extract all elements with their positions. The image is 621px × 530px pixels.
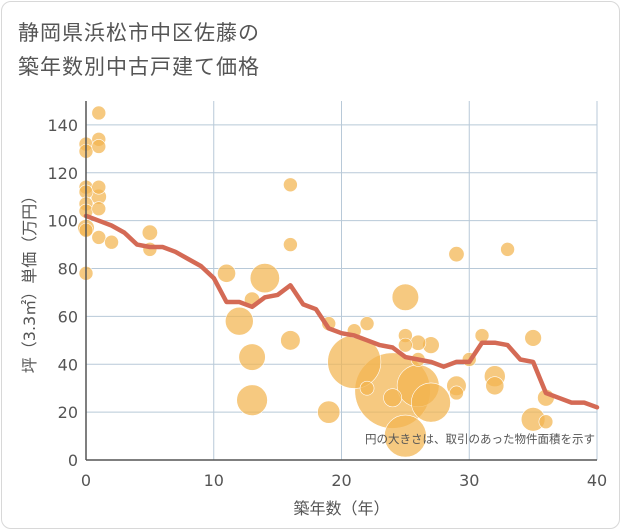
bubble-point (474, 328, 490, 343)
bubble-point (236, 384, 268, 416)
bubble-point (485, 376, 505, 396)
y-tick-label: 120 (47, 164, 78, 183)
y-tick-label: 60 (58, 307, 78, 326)
bubble-point (238, 343, 266, 371)
y-axis-label: 坪（3.3㎡）単価（万円） (20, 188, 39, 373)
bubble-point (91, 139, 107, 154)
bubble-point (91, 105, 107, 121)
bubble-point (91, 230, 107, 245)
bubble-point (283, 177, 298, 193)
x-tick-label: 10 (204, 471, 224, 490)
gridlines (85, 101, 598, 461)
axes (85, 101, 597, 461)
x-tick-label: 20 (331, 471, 351, 490)
y-tick-label: 20 (58, 403, 78, 422)
bubble-point (383, 388, 403, 408)
bubble-point (317, 400, 341, 424)
bubble-point (410, 334, 427, 351)
average-line-series (83, 213, 600, 410)
y-tick-label: 140 (47, 116, 78, 135)
bubble-point (283, 237, 298, 252)
bubble-point (91, 179, 107, 195)
chart-title-line-2: 築年数別中古戸建て価格 (18, 55, 260, 79)
bubble-point (448, 246, 465, 263)
bubble-point (391, 283, 419, 311)
x-tick-label: 40 (587, 471, 607, 490)
bubble-point (411, 382, 451, 423)
chart-title: 静岡県浜松市中区佐藤の 築年数別中古戸建て価格 (18, 16, 260, 84)
chart-title-line-1: 静岡県浜松市中区佐藤の (18, 21, 260, 45)
bubble-point (359, 316, 375, 331)
bubble-point (141, 224, 158, 241)
x-tick-label: 0 (81, 471, 91, 490)
bubble-series (77, 105, 555, 458)
x-tick-label: 30 (459, 471, 479, 490)
bubble-point (538, 414, 554, 430)
bubble-point (500, 242, 515, 257)
tick-labels: 0 20 40 60 80 100 120 140 0 10 20 30 40 (47, 116, 607, 490)
bubble-point (449, 385, 464, 401)
y-tick-label: 100 (47, 212, 78, 231)
bubble-point (384, 414, 427, 458)
bubble-point (359, 380, 375, 396)
y-tick-label: 40 (58, 355, 78, 374)
bubble-point (280, 330, 301, 351)
bubble-point (104, 234, 119, 250)
y-tick-label: 80 (58, 260, 78, 279)
bubble-point (225, 306, 254, 336)
bubble-point (91, 201, 107, 216)
average-line (83, 213, 600, 410)
bubble-point (524, 329, 542, 347)
bubble-point (249, 263, 280, 294)
y-tick-label: 0 (68, 451, 78, 470)
bubble-point (217, 263, 236, 283)
bubble-size-note: 円の大きさは、取引のあった物件面積を示す (365, 432, 595, 446)
bubble-point (398, 337, 413, 353)
x-axis-label: 築年数（年） (293, 499, 389, 518)
